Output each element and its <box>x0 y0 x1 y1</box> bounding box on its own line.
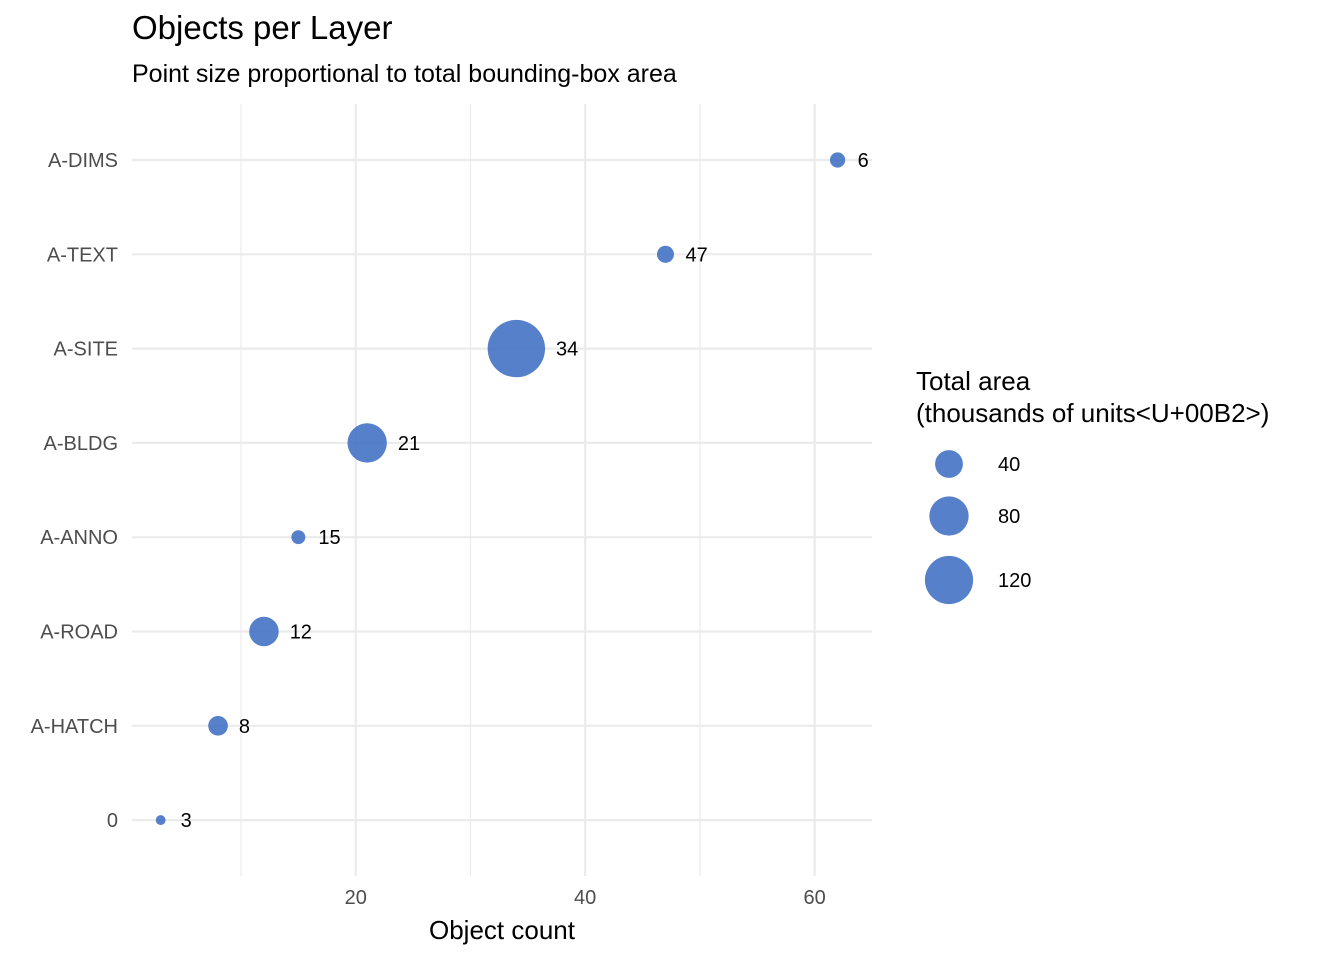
y-tick-label: A-SITE <box>54 339 118 361</box>
y-tick-label: A-ROAD <box>40 622 118 644</box>
y-axis-tick-labels: 0 A-HATCH A-ROAD A-ANNO A-BLDG A-SITE A-TEXT A-… <box>31 150 118 832</box>
x-tick-label: 60 <box>804 887 826 909</box>
data-point-a-bldg <box>347 423 387 463</box>
legend-label-40: 40 <box>998 454 1020 476</box>
data-label-a-bldg: 21 <box>398 433 420 455</box>
legend-key-80 <box>929 496 969 536</box>
legend-title-line1: Total area <box>916 366 1031 396</box>
data-point-a-anno <box>291 530 306 545</box>
data-point-0 <box>155 815 166 826</box>
y-tick-label: A-TEXT <box>47 244 118 266</box>
legend-items: 40 80 120 <box>924 450 1031 605</box>
x-tick-label: 40 <box>574 887 596 909</box>
data-label-a-text: 47 <box>685 244 707 266</box>
data-label-a-hatch: 8 <box>239 716 250 738</box>
x-axis-tick-labels: 20 40 60 <box>345 887 826 909</box>
legend-key-120 <box>924 555 974 605</box>
legend: Total area (thousands of units<U+00B2>) … <box>916 366 1269 605</box>
legend-title-line2: (thousands of units<U+00B2>) <box>916 398 1269 428</box>
data-point-a-road <box>249 616 279 647</box>
x-axis-label: Object count <box>429 915 576 945</box>
data-points <box>155 152 846 826</box>
data-label-a-anno: 15 <box>318 527 340 549</box>
legend-key-40 <box>935 450 963 478</box>
y-tick-label: A-BLDG <box>44 433 118 455</box>
chart-title: Objects per Layer <box>132 9 392 46</box>
chart-subtitle: Point size proportional to total boundin… <box>132 60 677 88</box>
grid <box>132 104 872 876</box>
y-tick-label: A-DIMS <box>48 150 118 172</box>
data-labels: 3 8 12 15 21 34 47 6 <box>181 150 869 832</box>
legend-label-120: 120 <box>998 570 1031 592</box>
data-label-a-dims: 6 <box>858 150 869 172</box>
y-tick-label: 0 <box>107 810 118 832</box>
data-point-a-dims <box>829 152 846 168</box>
data-label-0: 3 <box>181 810 192 832</box>
y-tick-label: A-HATCH <box>31 716 118 738</box>
x-tick-label: 20 <box>345 887 367 909</box>
data-point-a-site <box>487 319 546 378</box>
y-tick-label: A-ANNO <box>40 527 118 549</box>
data-point-a-text <box>656 245 675 263</box>
legend-label-80: 80 <box>998 506 1020 528</box>
data-label-a-road: 12 <box>290 622 312 644</box>
data-point-a-hatch <box>208 715 228 736</box>
data-label-a-site: 34 <box>556 339 578 361</box>
